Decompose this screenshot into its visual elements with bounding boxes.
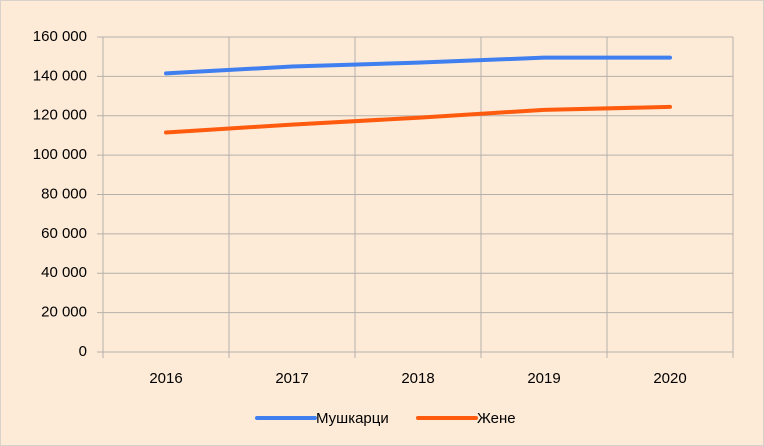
y-tick-label: 40 000 xyxy=(41,264,87,281)
series-line xyxy=(164,104,672,135)
y-tick-label: 0 xyxy=(79,343,87,360)
y-tick-label: 80 000 xyxy=(41,185,87,202)
x-tick-label: 2020 xyxy=(653,370,686,387)
y-tick-label: 20 000 xyxy=(41,304,87,321)
y-tick-label: 120 000 xyxy=(33,107,87,124)
legend-label: Мушкарци xyxy=(316,410,389,427)
y-tick-label: 60 000 xyxy=(41,225,87,242)
legend-label: Жене xyxy=(477,410,516,427)
x-tick-label: 2018 xyxy=(401,370,434,387)
series-line xyxy=(164,55,672,76)
y-tick-label: 160 000 xyxy=(33,28,87,45)
y-tick-label: 140 000 xyxy=(33,67,87,84)
x-tick-label: 2016 xyxy=(149,370,182,387)
x-tick-label: 2017 xyxy=(275,370,308,387)
x-tick-label: 2019 xyxy=(527,370,560,387)
y-tick-label: 100 000 xyxy=(33,146,87,163)
